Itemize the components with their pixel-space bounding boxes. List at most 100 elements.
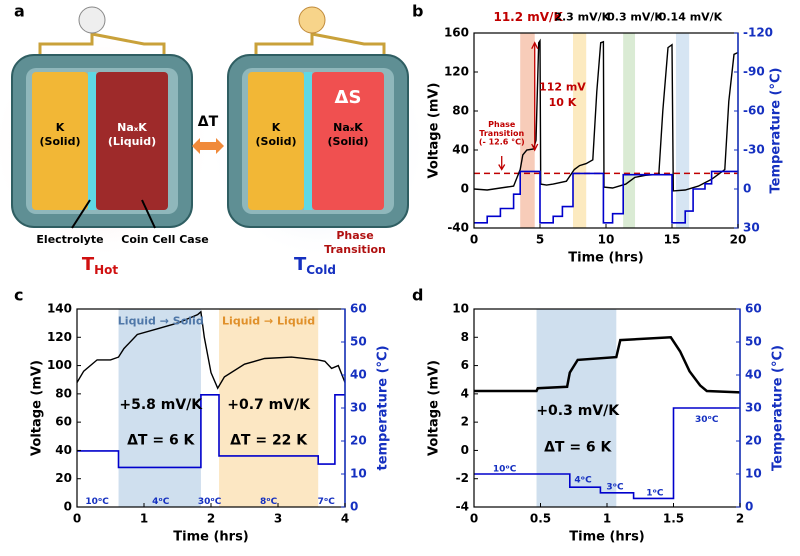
y2-tick-label: -90 [743,65,765,79]
annotation: 1ᵒC [646,488,664,498]
voltage-line [473,38,739,192]
y2-tick-label: 0 [745,500,753,514]
naxk-electrode [96,72,168,210]
x-tick-label: 0 [470,233,478,247]
shaded-region [118,309,201,507]
annotation: ΔT = 6 K [127,433,195,449]
annotation: 10ᵒC [493,464,517,474]
annotation: 11.2 mV/K [493,10,563,24]
annotation: Transition [479,129,524,138]
y-tick-label: 8 [461,330,469,344]
t-subscript: Cold [306,263,336,277]
cathode-label: NaₓK [333,121,363,134]
y-tick-label: 4 [461,386,469,400]
shaded-region [573,33,587,228]
y2-tick-label: 40 [745,368,762,382]
annotation: +0.7 mV/K [227,397,311,413]
annotation: 4ᵒC [574,476,592,486]
electrolyte [304,72,312,210]
bulb [298,6,326,34]
y-tick-label: 60 [55,415,72,429]
anode-label: (Solid) [256,135,297,148]
y-tick-label: 140 [47,302,72,316]
y-tick-label: 80 [55,386,72,400]
y2-tick-label: 30 [745,401,762,415]
shaded-region [219,309,319,507]
y2-tick-label: 10 [350,467,367,481]
annotation: ΔT = 6 K [544,440,612,456]
y2-axis-label: Temperature (°C) [769,68,784,194]
y-tick-label: 2 [461,415,469,429]
y2-tick-label: 0 [350,500,358,514]
anode-label: K [56,121,65,134]
shaded-region [520,33,535,228]
annotation: 0.3 mV/K [607,10,663,23]
hot-label: THot [82,254,119,277]
cathode-label: (Liquid) [108,135,156,148]
temperature-line [474,407,740,500]
y-tick-label: 0 [461,182,469,196]
cold-label: TCold [294,254,336,277]
wire [38,32,166,58]
y-axis-label: Voltage (mV) [427,360,442,456]
y-tick-label: 80 [452,104,469,118]
phase-arrow [498,156,506,171]
annotation: ΔT = 22 K [230,433,308,449]
y-tick-label: 0 [64,500,72,514]
y-tick-label: 0 [461,443,469,457]
x-tick-label: 4 [341,512,349,526]
annotation: 4ᵒC [152,497,170,507]
x-tick-label: 2 [736,512,744,526]
annotation: 30ᵒC [695,415,719,425]
x-axis-label: Time (hrs) [173,530,249,545]
panel-label: b [412,2,423,21]
x-tick-label: 3 [274,512,282,526]
y2-tick-label: 30 [350,401,367,415]
annotation: 2.3 mV/K [554,10,610,23]
annotation: (- 12.6 °C) [479,138,525,147]
k-electrode [32,72,88,210]
annotation: +5.8 mV/K [119,397,203,413]
x-tick-label: 0.5 [530,512,551,526]
annotation: Liquid → Solid [118,315,204,328]
panel-label: c [14,286,23,305]
annotation: 10 K [549,96,577,109]
y2-tick-label: 40 [350,368,367,382]
y-tick-label: 120 [47,330,72,344]
x-tick-label: 1 [140,512,148,526]
x-tick-label: 0 [73,512,81,526]
electrolyte [88,72,96,210]
electrolyte-label: Electrolyte [36,233,103,246]
arrow-head [531,41,539,152]
y2-tick-label: -60 [743,104,765,118]
y-tick-label: 120 [444,65,469,79]
y-tick-label: 40 [55,443,72,457]
y2-tick-label: -30 [743,143,765,157]
y2-tick-label: 10 [745,467,762,481]
x-tick-label: 15 [664,233,681,247]
anode-label: (Solid) [40,135,81,148]
y-tick-label: 100 [47,358,72,372]
entropy-label: ΔS [335,87,362,108]
annotation: 7ᵒC [318,497,336,507]
y-axis-label: Voltage (mV) [427,83,442,179]
k-electrode [248,72,304,210]
exchange-arrow [192,138,224,154]
naxk-electrode [312,72,384,210]
voltage-line [76,310,346,390]
x-axis-label: Time (hrs) [569,530,645,545]
t-symbol: T [294,254,307,275]
x-tick-label: 10 [598,233,615,247]
y2-tick-label: 0 [743,182,751,196]
y2-tick-label: 50 [745,335,762,349]
temperature-line [77,394,345,469]
t-subscript: Hot [94,263,118,277]
y-tick-label: 10 [452,302,469,316]
annotation: Liquid → Liquid [222,315,315,328]
y2-tick-label: 60 [350,302,367,316]
annotation: 10ᵒC [85,497,109,507]
annotation: Phase [488,120,516,129]
x-tick-label: 1.5 [663,512,684,526]
voltage-line [474,336,741,394]
t-symbol: T [82,254,95,275]
